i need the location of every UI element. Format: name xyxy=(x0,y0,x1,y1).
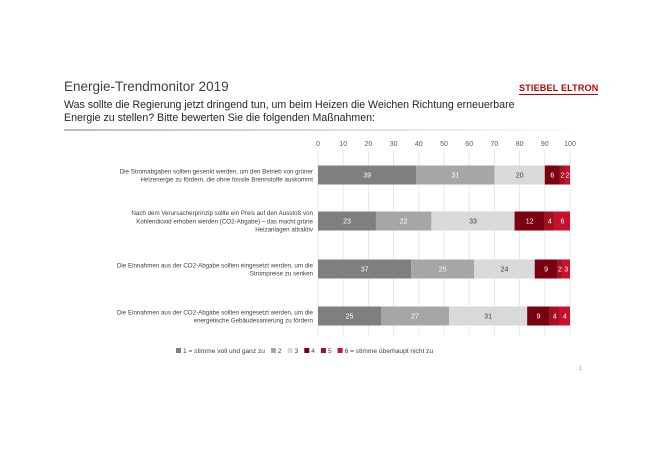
bar-segment xyxy=(562,259,570,279)
data-label: 4 xyxy=(553,314,557,321)
legend-label: 4 xyxy=(311,348,315,355)
category-label: Die Einnahmen aus der CO2-Abgabe sollten… xyxy=(117,309,314,316)
legend-swatch xyxy=(337,348,343,353)
legend-swatch xyxy=(176,348,181,353)
data-label: 24 xyxy=(501,267,509,274)
bar-segment xyxy=(318,211,376,231)
x-tick-label: 100 xyxy=(564,141,576,148)
legend-label: 6 = stimme überhaupt nicht zu xyxy=(345,348,434,355)
bar-segment xyxy=(559,306,570,326)
bar-segment xyxy=(544,165,560,185)
category-label: Kohlendioxid erhoben werden (CO2-Abgabe)… xyxy=(136,218,313,225)
x-tick-label: 80 xyxy=(516,141,524,148)
data-label: 22 xyxy=(400,219,408,226)
x-tick-label: 50 xyxy=(440,141,448,148)
bar-segment xyxy=(318,259,412,279)
bars: 39 31 20 6 2 223 22 33 12 4 637 25 24 9 2 325 27 31 9 4 4 xyxy=(318,165,570,326)
legend-label: 5 xyxy=(328,348,332,355)
legend-swatch xyxy=(320,348,326,353)
x-axis-ticks: 0 10 20 30 40 50 60 70 80 90 100 xyxy=(316,141,576,148)
bar-segment xyxy=(544,211,555,231)
x-tick-label: 10 xyxy=(339,141,347,148)
x-tick-label: 70 xyxy=(491,141,499,148)
data-label: 25 xyxy=(346,314,354,321)
category-label: Die Stromabgaben sollten gesenkt werden,… xyxy=(120,168,313,175)
data-label: 33 xyxy=(469,219,477,226)
data-label: 37 xyxy=(361,267,369,274)
legend-swatch xyxy=(270,348,276,353)
data-label: 31 xyxy=(451,173,459,180)
bar-segment xyxy=(494,165,545,185)
stiebel-eltron-logo: STIEBEL ELTRON xyxy=(519,83,599,95)
category-label: Die Einnahmen aus der CO2-Abgabe sollten… xyxy=(117,262,314,269)
bar-segment xyxy=(554,211,570,231)
bar-segment xyxy=(557,259,563,279)
data-label: 27 xyxy=(411,314,419,321)
data-label: 20 xyxy=(516,173,524,180)
survey-question: Was sollte die Regierung jetzt dringend … xyxy=(64,99,515,124)
bar-segment xyxy=(449,306,528,326)
bar-segment xyxy=(514,211,545,231)
legend-swatch xyxy=(304,348,310,353)
x-tick-label: 60 xyxy=(465,141,473,148)
bar-segment xyxy=(375,211,432,231)
slide-title: Energie-Trendmonitor 2019 xyxy=(64,79,229,94)
category-label: Nach dem Verursacherprinzip sollte ein P… xyxy=(131,210,313,217)
data-label: 6 xyxy=(560,219,564,226)
category-label: Strompreise zu senken xyxy=(250,271,314,278)
data-label: 4 xyxy=(548,219,552,226)
data-label: 4 xyxy=(563,314,567,321)
legend-label: 1 = stimme voll und ganz zu xyxy=(183,348,265,355)
category-label: Heizanlagen attraktiv xyxy=(255,227,314,234)
category-label: Heizenergie zu fördern, die ohne fossile… xyxy=(140,177,313,184)
data-label: 31 xyxy=(484,314,492,321)
x-tick-label: 90 xyxy=(541,141,549,148)
data-label: 3 xyxy=(564,267,568,274)
bar-segment xyxy=(431,211,515,231)
legend-label: 3 xyxy=(295,348,299,355)
bar-segment xyxy=(474,259,535,279)
data-label: 23 xyxy=(343,219,351,226)
data-label: 2 xyxy=(560,173,564,180)
bar-segment xyxy=(549,306,560,326)
bar-segment xyxy=(559,165,565,185)
data-label: 9 xyxy=(544,267,548,274)
data-label: 9 xyxy=(537,314,541,321)
legend-label: 2 xyxy=(278,348,282,355)
page-number: 1 xyxy=(579,366,582,372)
x-tick-label: 30 xyxy=(390,141,398,148)
data-label: 2 xyxy=(566,173,570,180)
legend: 1 = stimme voll und ganz zu 2 3 4 5 6 = stimm… xyxy=(176,348,433,355)
x-tick-label: 20 xyxy=(365,141,373,148)
bar-segment xyxy=(318,165,417,185)
bar-segment xyxy=(318,306,381,326)
data-label: 2 xyxy=(558,267,562,274)
data-label: 25 xyxy=(439,267,447,274)
legend-swatch xyxy=(287,348,293,353)
bar-segment xyxy=(381,306,450,326)
bar-segment xyxy=(534,259,558,279)
data-label: 39 xyxy=(363,173,371,180)
x-tick-label: 0 xyxy=(316,141,320,148)
bar-segment xyxy=(411,259,475,279)
bar-segment xyxy=(564,165,570,185)
bar-segment xyxy=(416,165,495,185)
x-tick-label: 40 xyxy=(415,141,423,148)
category-label: energetische Gebäudesanierung zu fördern xyxy=(194,318,314,325)
data-label: 6 xyxy=(550,173,554,180)
category-labels: Die Stromabgaben sollten gesenkt werden,… xyxy=(117,168,314,324)
bar-segment xyxy=(527,306,550,326)
title-divider xyxy=(64,129,586,131)
data-label: 12 xyxy=(526,219,534,226)
